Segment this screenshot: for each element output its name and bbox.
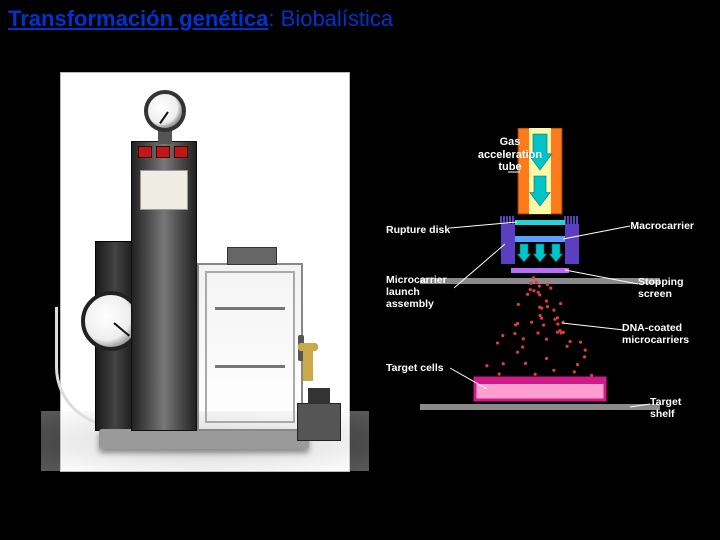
- device-photo-panel: [60, 72, 350, 472]
- label-target-cells: Target cells: [386, 362, 444, 374]
- title-rest: : Biobalística: [268, 6, 393, 31]
- chamber-door: [205, 271, 295, 423]
- chamber-shelf-lower: [215, 365, 285, 368]
- base-plate: [99, 429, 309, 449]
- main-tower: [131, 141, 197, 431]
- chamber-top-cap: [227, 247, 277, 265]
- sample-chamber: [197, 263, 303, 431]
- title-underlined: Transformación genética: [8, 6, 268, 31]
- slide-title: Transformación genética: Biobalística: [8, 6, 393, 32]
- instruction-plate: [140, 170, 188, 210]
- switch-2: [156, 146, 170, 158]
- chamber-shelf-upper: [215, 307, 285, 310]
- brass-valve: [303, 351, 313, 381]
- switch-3: [174, 146, 188, 158]
- schematic-panel: Gasaccelerationtube Rupture disk Macroca…: [380, 128, 700, 458]
- label-gas-tube: Gasaccelerationtube: [472, 136, 548, 174]
- vacuum-pump: [297, 403, 341, 441]
- label-dna-microcarriers: DNA-coatedmicrocarriers: [622, 322, 694, 346]
- label-stopping-screen: Stoppingscreen: [638, 276, 694, 300]
- label-rupture-disk: Rupture disk: [386, 224, 450, 236]
- pressure-gauge: [144, 90, 186, 132]
- switch-1: [138, 146, 152, 158]
- label-macrocarrier: Macrocarrier: [630, 220, 694, 232]
- label-target-shelf: Targetshelf: [650, 396, 694, 420]
- label-microcarrier-launch: Microcarrierlaunchassembly: [386, 274, 456, 310]
